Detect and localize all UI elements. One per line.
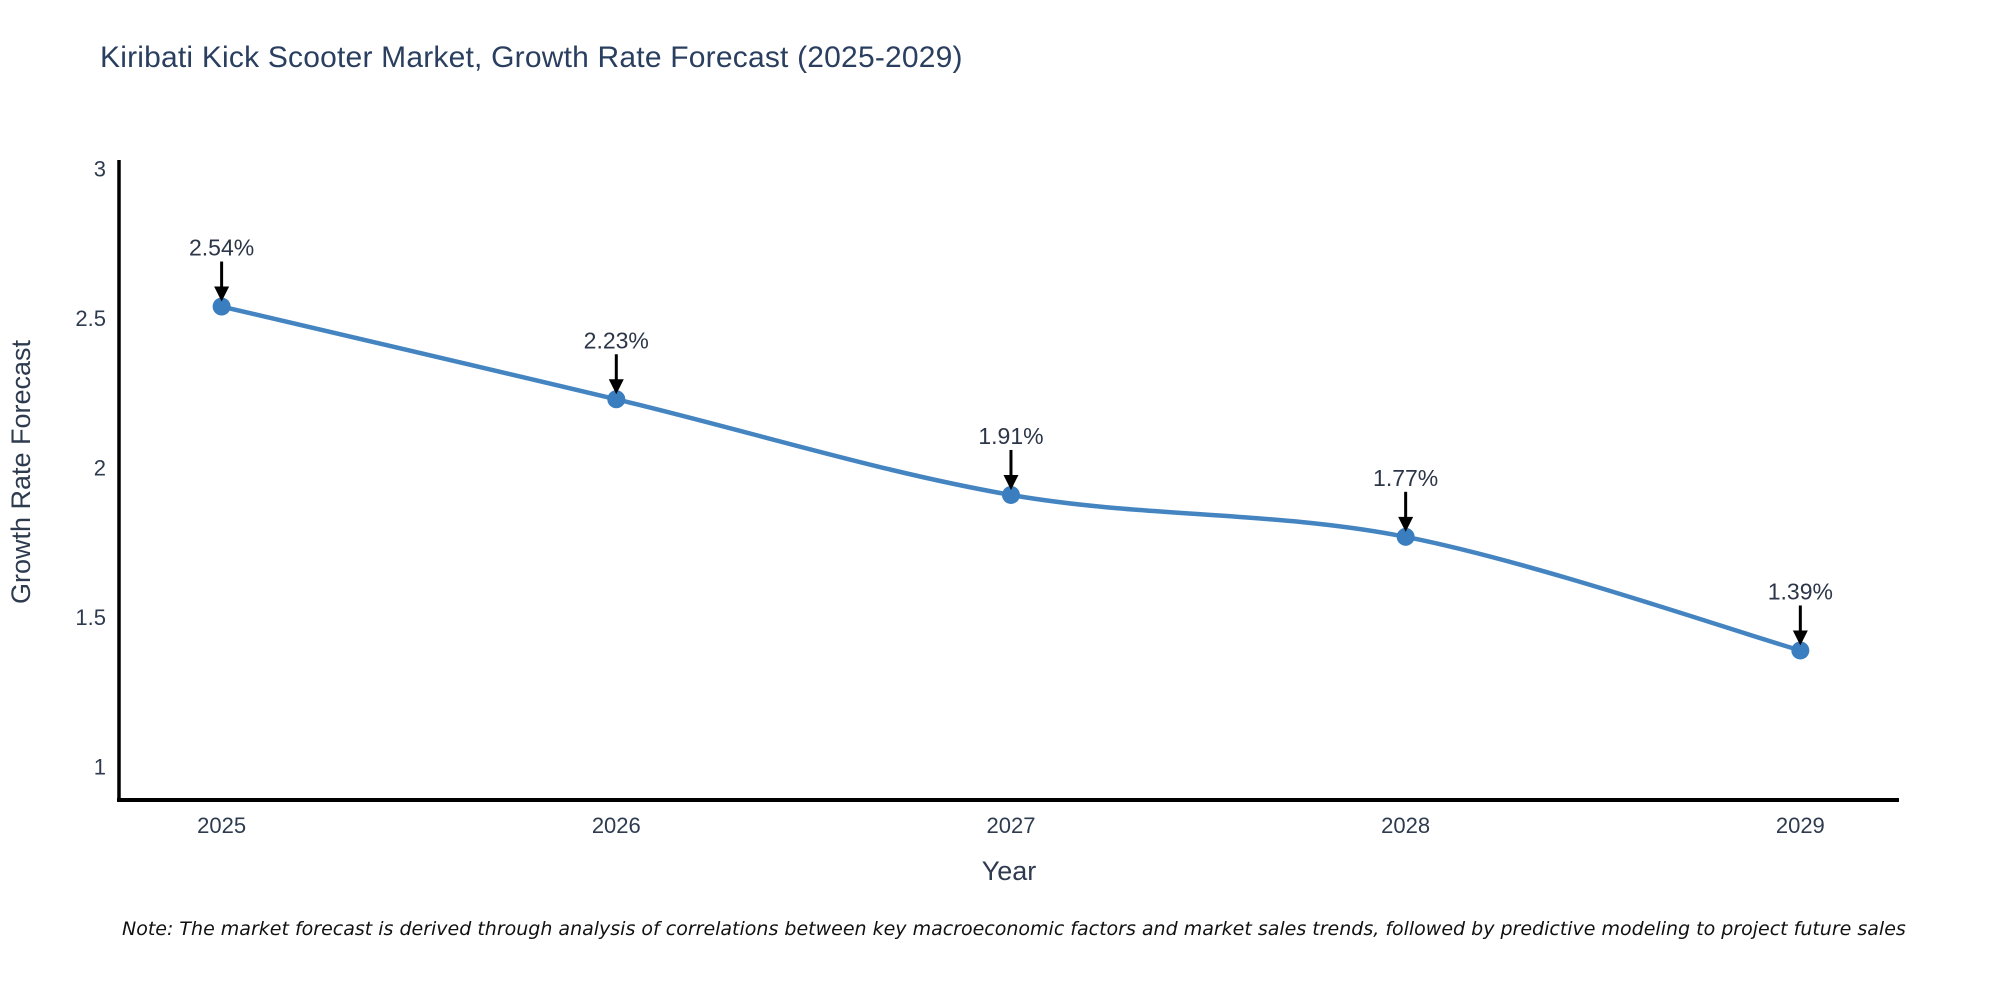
data-point-marker — [1396, 527, 1415, 546]
annotation-arrowhead — [608, 379, 624, 395]
x-tick-label: 2028 — [1381, 813, 1430, 838]
x-tick-label: 2026 — [592, 813, 641, 838]
annotation-arrowhead — [1792, 630, 1808, 646]
annotation-label: 2.54% — [189, 235, 254, 261]
chart-title: Kiribati Kick Scooter Market, Growth Rat… — [100, 41, 963, 74]
annotation-label: 1.91% — [978, 423, 1043, 449]
y-axis-title: Growth Rate Forecast — [6, 339, 36, 604]
y-tick-label: 2 — [94, 456, 106, 481]
x-tick-label: 2029 — [1776, 813, 1825, 838]
x-tick-label: 2025 — [197, 813, 246, 838]
data-point-marker — [607, 390, 626, 409]
annotation-label: 1.77% — [1373, 465, 1438, 491]
annotation-label: 2.23% — [584, 327, 649, 353]
x-tick-label: 2027 — [986, 813, 1035, 838]
annotation-arrowhead — [1003, 474, 1019, 490]
data-point-marker — [212, 297, 231, 316]
footnote: Note: The market forecast is derived thr… — [122, 918, 1906, 940]
x-axis-title: Year — [982, 856, 1037, 886]
annotation-label: 1.39% — [1768, 578, 1833, 604]
y-tick-label: 1.5 — [75, 605, 106, 630]
annotation-arrowhead — [1398, 516, 1414, 532]
annotation-arrowhead — [214, 286, 230, 302]
data-point-marker — [1791, 641, 1810, 660]
y-tick-label: 2.5 — [75, 306, 106, 331]
data-point-marker — [1001, 485, 1020, 504]
y-tick-label: 3 — [94, 156, 106, 181]
y-tick-label: 1 — [94, 755, 106, 780]
